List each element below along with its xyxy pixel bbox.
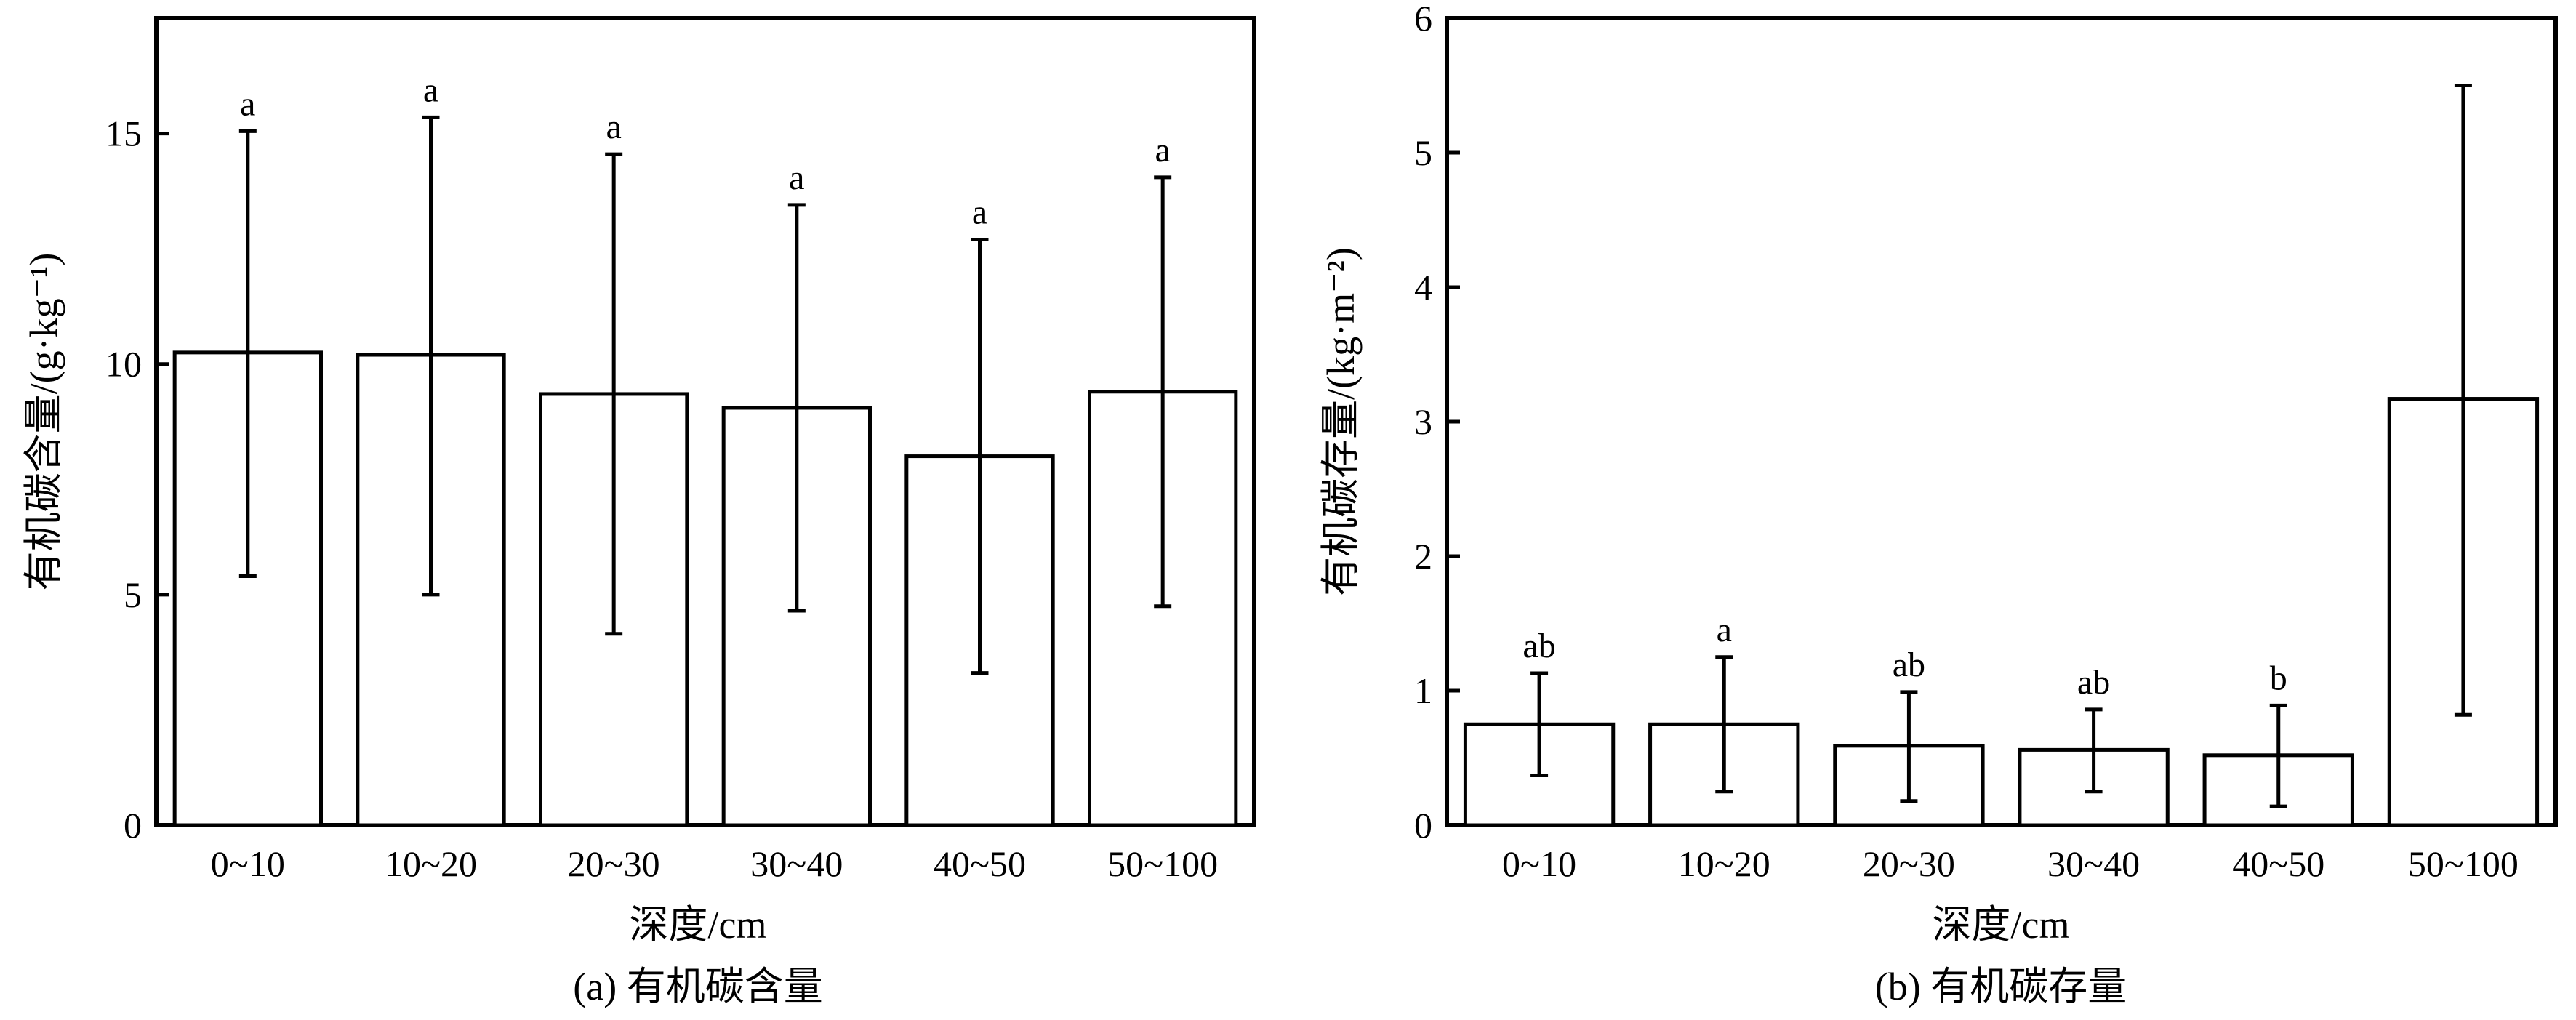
- panel-a-plot-frame: [154, 16, 1256, 827]
- y-tick-label: 10: [105, 344, 142, 385]
- x-tick-label: 50~100: [2408, 843, 2519, 884]
- x-tick-label: 40~50: [934, 843, 1026, 884]
- panel-b-error-bars: [1530, 84, 2472, 808]
- significance-label: a: [1155, 131, 1171, 169]
- significance-label: ab: [2077, 663, 2110, 702]
- y-tick-label: 5: [124, 574, 142, 615]
- panel-b-organic-carbon-stock: 0 1 2 3 4 5 6 0~10 10~20 20~30 30~40 40~50 50~100 a…: [1319, 0, 2558, 1008]
- y-tick-label: 2: [1414, 536, 1432, 577]
- y-tick-label: 0: [124, 805, 142, 846]
- panel-a-y-axis-title: 有机碳含量/(g·kg⁻¹): [22, 253, 65, 591]
- y-tick-label: 1: [1414, 670, 1432, 711]
- x-tick-label: 50~100: [1107, 843, 1218, 884]
- significance-label: a: [789, 158, 804, 197]
- x-tick-label: 10~20: [1678, 843, 1770, 884]
- x-tick-label: 30~40: [2047, 843, 2140, 884]
- x-tick-label: 30~40: [750, 843, 843, 884]
- y-tick-label: 0: [1414, 805, 1432, 846]
- x-tick-label: 20~30: [568, 843, 660, 884]
- y-tick-label: 15: [105, 113, 142, 154]
- panel-a-y-ticks: 0 5 10 15: [105, 113, 169, 846]
- panel-b-x-axis-title: 深度/cm: [1933, 903, 2070, 947]
- x-tick-label: 40~50: [2232, 843, 2324, 884]
- y-tick-label: 5: [1414, 132, 1432, 173]
- y-tick-label: 6: [1414, 0, 1432, 39]
- significance-label: a: [1717, 611, 1732, 649]
- significance-label: a: [423, 71, 438, 109]
- x-tick-label: 0~10: [1502, 843, 1576, 884]
- significance-label: a: [606, 108, 622, 146]
- significance-label: ab: [1893, 646, 1925, 684]
- panel-b-y-axis-title: 有机碳存量/(kg·m⁻²): [1319, 247, 1363, 596]
- panel-a-caption: (a) 有机碳含量: [573, 965, 822, 1008]
- significance-label: ab: [1522, 627, 1555, 665]
- panel-a-x-axis-title: 深度/cm: [630, 903, 767, 947]
- y-tick-label: 4: [1414, 267, 1432, 308]
- panel-b-significance-labels: ab a ab ab b: [1522, 611, 2287, 702]
- y-tick-label: 3: [1414, 401, 1432, 442]
- panel-b-bars: [1463, 397, 2540, 827]
- panel-b-caption: (b) 有机碳存量: [1875, 965, 2127, 1008]
- x-tick-label: 10~20: [385, 843, 477, 884]
- panel-a-error-bars: [238, 115, 1172, 675]
- panel-a-x-ticks: 0~10 10~20 20~30 30~40 40~50 50~100: [211, 812, 1218, 884]
- panel-b-y-ticks: 0 1 2 3 4 5 6: [1414, 0, 1460, 846]
- panel-a-bars: [172, 350, 1238, 827]
- significance-label: b: [2270, 659, 2287, 697]
- panel-b-x-ticks: 0~10 10~20 20~30 30~40 40~50 50~100: [1502, 812, 2519, 884]
- x-tick-label: 20~30: [1863, 843, 1955, 884]
- significance-label: a: [972, 193, 987, 231]
- panel-a-significance-labels: a a a a a a: [240, 71, 1171, 231]
- x-tick-label: 0~10: [211, 843, 285, 884]
- significance-label: a: [240, 84, 255, 123]
